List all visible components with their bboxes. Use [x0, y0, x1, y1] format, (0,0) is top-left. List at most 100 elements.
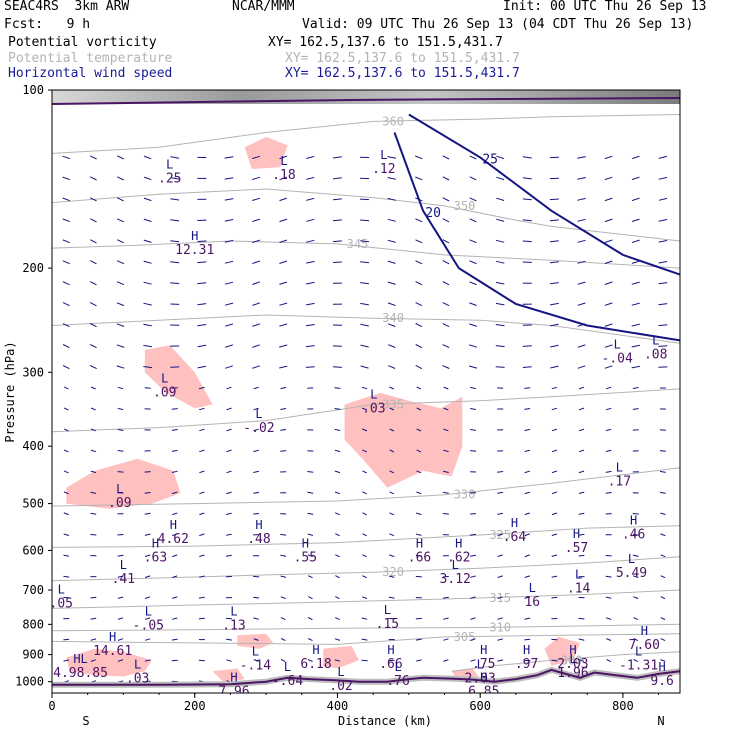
- wind-arrow: [605, 428, 612, 432]
- extremum-letter: L: [394, 660, 401, 674]
- wind-arrow: [306, 260, 315, 264]
- extremum-value: 2.03: [557, 657, 588, 672]
- wind-arrow: [90, 659, 97, 662]
- wind-arrow: [496, 197, 505, 201]
- wind-arrow: [497, 617, 503, 620]
- wind-arrow: [62, 344, 70, 349]
- wind-arrow: [443, 386, 449, 390]
- theta-contour-label: 350: [454, 199, 476, 213]
- wind-arrow: [605, 492, 612, 494]
- tropopause-pv-line: [52, 97, 680, 105]
- wind-arrow: [171, 659, 178, 662]
- extremum-value: .48: [247, 532, 270, 547]
- wind-arrow: [333, 156, 342, 159]
- wind-arrow: [577, 239, 586, 243]
- wind-arrow: [197, 261, 207, 264]
- wind-arrow: [469, 281, 477, 286]
- wind-arrow: [631, 323, 640, 327]
- wind-arrow: [63, 407, 69, 411]
- wind-arrow: [253, 428, 259, 432]
- wind-arrow: [226, 659, 232, 662]
- wind-arrow: [524, 449, 531, 452]
- wind-arrow: [524, 408, 531, 410]
- extremum-letter: L: [616, 460, 623, 474]
- wind-arrow: [117, 386, 124, 390]
- wind-arrow: [578, 491, 585, 494]
- extremum-value: -.05: [133, 618, 164, 633]
- wind-arrow: [551, 470, 558, 474]
- extremum-value: .12: [372, 162, 395, 177]
- wind-arrow: [631, 365, 641, 369]
- extremum-value: 5.49: [616, 566, 647, 581]
- extremum-letter: L: [575, 567, 582, 581]
- wind-arrow: [362, 470, 368, 474]
- wind-arrow: [360, 219, 370, 222]
- field-name-theta: Potential temperature: [8, 51, 173, 66]
- wind-arrow: [279, 218, 288, 223]
- wind-arrow: [63, 428, 69, 432]
- wind-arrow: [224, 177, 234, 180]
- wind-arrow: [332, 219, 342, 222]
- extremum-letter: L: [255, 407, 262, 421]
- wind-arrow: [497, 596, 503, 599]
- wind-arrow: [551, 659, 558, 662]
- wind-arrow: [170, 240, 180, 243]
- wind-arrow: [62, 218, 70, 223]
- wind-arrow: [632, 533, 639, 536]
- wind-arrow: [116, 344, 125, 348]
- wind-arrow: [226, 407, 232, 411]
- extremum-value: .14: [567, 581, 591, 596]
- extremum-value: .09: [108, 496, 131, 511]
- wind-arrow: [224, 302, 234, 306]
- wind-arrow: [279, 302, 288, 306]
- x-tick-label: 200: [184, 699, 206, 713]
- extremum-letter: L: [230, 604, 237, 618]
- wind-arrow: [604, 176, 613, 181]
- wind-arrow: [62, 364, 70, 370]
- wind-arrow: [415, 302, 423, 307]
- wind-arrow: [549, 240, 559, 243]
- wind-arrow: [117, 659, 124, 662]
- wind-arrow: [578, 659, 585, 662]
- wind-arrow: [334, 512, 340, 516]
- wind-arrow: [497, 575, 503, 578]
- y-tick-label: 400: [22, 439, 44, 453]
- wind-arrow: [143, 344, 152, 348]
- wind-arrow: [90, 407, 96, 411]
- wind-arrow: [577, 177, 586, 180]
- wind-arrow: [252, 344, 260, 348]
- wind-arrow: [470, 554, 476, 557]
- extremum-value: .63: [144, 551, 167, 566]
- extremum-letter: L: [384, 603, 391, 617]
- wind-arrow: [550, 344, 559, 348]
- wind-arrow: [307, 638, 313, 642]
- y-tick-label: 800: [22, 617, 44, 631]
- wind-arrow: [90, 386, 96, 390]
- field-xy-pv: XY= 162.5,137.6 to 151.5,431.7: [268, 35, 503, 50]
- wind-arrow: [522, 198, 532, 201]
- extremum-value: .02: [329, 679, 352, 694]
- wind-arrow: [199, 449, 205, 453]
- wind-arrow: [442, 323, 450, 328]
- x-axis-label: Distance (km): [338, 714, 432, 728]
- wind-arrow: [495, 366, 505, 368]
- wind-arrow: [470, 617, 476, 620]
- wind-arrow: [334, 387, 341, 389]
- wind-arrow: [224, 323, 234, 327]
- wind-arrow: [334, 617, 340, 621]
- wind-arrow: [360, 240, 370, 243]
- wind-arrow: [522, 219, 532, 222]
- extremum-letter: H: [480, 670, 487, 684]
- wind-arrow: [387, 302, 396, 306]
- wind-arrow: [253, 659, 259, 662]
- plot-frame: [51, 89, 681, 694]
- y-tick-label: 700: [22, 583, 44, 597]
- wind-arrow: [253, 638, 259, 641]
- wind-arrow: [443, 428, 449, 432]
- wind-arrow: [144, 659, 151, 662]
- wind-arrow: [416, 512, 422, 516]
- wind-arrow: [117, 554, 124, 557]
- pv-region: [66, 458, 181, 509]
- wind-arrow: [633, 638, 639, 642]
- extremum-value: 16: [524, 595, 540, 610]
